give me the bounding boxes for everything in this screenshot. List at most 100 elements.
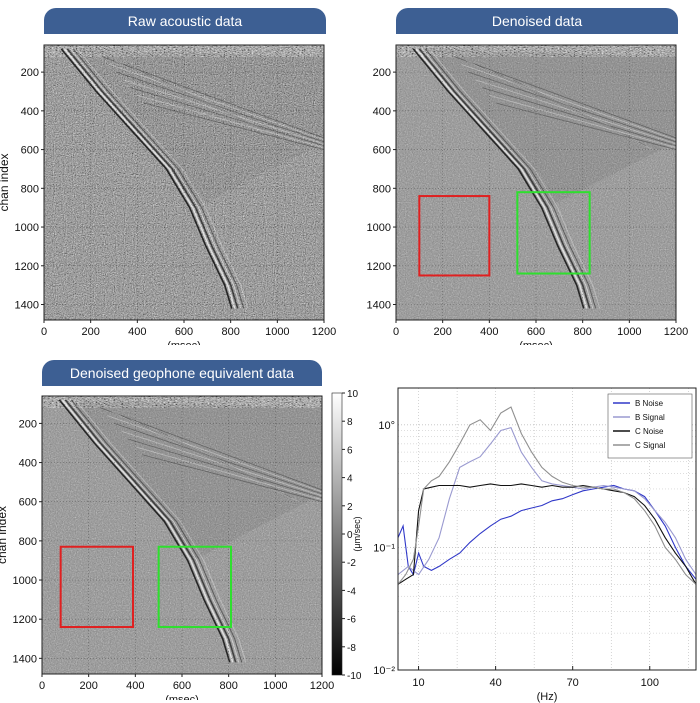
plot-area [42, 396, 322, 674]
reflection-line [135, 446, 322, 501]
x-tick-label: 800 [573, 326, 591, 338]
legend-box [607, 393, 693, 459]
event-wedge [65, 399, 322, 561]
arrival-wavelet [412, 48, 585, 309]
y-tick-label: 400 [19, 458, 37, 470]
colorbar-tick-label: 8 [347, 417, 353, 428]
y-tick-label: 1200 [367, 261, 391, 273]
x-tick-label: 100 [641, 677, 659, 689]
denoised-chart: 0 200 400 600 800 1000 1200 200 400 600 800 1000 120… [367, 44, 688, 345]
arrival-wavelet [58, 399, 231, 663]
x-tick-label: 40 [489, 677, 501, 689]
y-tick-label: 800 [19, 536, 37, 548]
reflection-line [475, 79, 676, 145]
reflection-line [512, 79, 618, 131]
arrival-wavelet [63, 48, 236, 309]
arrival-wavelet [69, 48, 242, 309]
arrival-wavelet [424, 48, 597, 309]
arrival-wavelet [70, 399, 243, 663]
arrival-wavelet [72, 48, 245, 309]
reflection-line [102, 56, 324, 139]
reflection-line [121, 415, 292, 499]
series-line-c-noise [397, 483, 697, 585]
plot-frame [397, 387, 697, 671]
y-tick-label: 400 [373, 106, 391, 118]
x-tick-label: 70 [567, 677, 579, 689]
reflection-line [149, 427, 271, 487]
x-tick-label: 600 [527, 326, 545, 338]
y-tick-label: 1000 [15, 222, 39, 234]
colorbar-tick-label: -10 [347, 671, 362, 682]
y-tick-label: 600 [373, 145, 391, 157]
x-tick-label: 200 [79, 680, 97, 692]
x-tick-label: 1000 [617, 326, 641, 338]
reflection-line [107, 415, 322, 493]
x-tick-label: 0 [41, 326, 47, 338]
reflection-line [111, 411, 299, 503]
panel-title-raw: Raw acoustic data [44, 8, 326, 34]
x-tick-label: 800 [219, 680, 237, 692]
reflection-line [123, 79, 324, 145]
reflection-line [113, 60, 301, 150]
x-tick-label: 400 [480, 326, 498, 338]
reflection-line [493, 71, 632, 139]
x-tick-label: 1000 [265, 326, 289, 338]
y-tick-label: 800 [21, 183, 39, 195]
x-tick-label: 200 [81, 326, 99, 338]
panel-title-denoised: Denoised data [396, 8, 678, 34]
reflection-line [114, 423, 322, 495]
colorbar-tick-label: -2 [347, 558, 356, 569]
highlight-box [157, 545, 233, 629]
reflection-line [169, 83, 259, 127]
highlight-box [516, 191, 591, 275]
raw-acoustic-chart: 0 200 400 600 800 1000 1200 200 400 600 800 1000 120… [0, 44, 336, 345]
plot-area [44, 45, 324, 320]
arrival-wavelet [66, 48, 239, 309]
y-tick-label: 1000 [13, 575, 37, 587]
reflection-line [484, 67, 639, 143]
arrival-wavelet [61, 399, 234, 663]
spectrum-chart: 10 40 70 100 (Hz) 10° 10⁻¹ 10⁻² B Noise B Signal C… [373, 387, 697, 703]
colorbar-tick-label: 4 [347, 474, 353, 485]
legend-label: C Signal [635, 441, 665, 450]
reflection-line [121, 430, 322, 497]
reflection-line [151, 75, 273, 135]
x-axis-label: (msec) [167, 340, 201, 345]
reflection-line [109, 63, 324, 141]
x-tick-label: 1200 [310, 680, 334, 692]
reflection-line [461, 63, 676, 141]
y-tick-label: 200 [21, 67, 39, 79]
x-tick-label: 1200 [312, 326, 336, 338]
y-tick-label: 10° [378, 420, 395, 432]
x-axis-label: (msec) [165, 694, 199, 700]
colorbar-tick-label: 2 [347, 502, 353, 513]
colorbar-tick-label: 6 [347, 445, 353, 456]
y-axis-label: chan index [0, 153, 11, 211]
reflection-line [454, 56, 676, 139]
colorbar-tick-label: -8 [347, 643, 356, 654]
series-line-c-signal [397, 406, 697, 585]
highlight-box [418, 195, 491, 277]
reflection-line [160, 79, 266, 131]
x-tick-label: 600 [173, 680, 191, 692]
reflection-line [141, 71, 280, 139]
legend-label: B Noise [635, 399, 664, 408]
y-tick-label: 400 [21, 106, 39, 118]
y-tick-label: 1200 [13, 614, 37, 626]
reflection-line [142, 454, 322, 503]
event-wedge [67, 48, 324, 208]
arrival-wavelet [67, 399, 240, 663]
arrival-wavelet [60, 48, 233, 309]
x-tick-label: 600 [175, 326, 193, 338]
reflection-line [130, 87, 324, 147]
reflection-line [475, 64, 646, 147]
highlight-box [59, 545, 135, 629]
x-axis-label: (Hz) [537, 691, 558, 703]
reflection-line [465, 60, 653, 150]
reflection-line [521, 83, 611, 127]
y-tick-label: 600 [19, 497, 37, 509]
x-tick-label: 1000 [263, 680, 287, 692]
colorbar-label: (μm/sec) [352, 516, 362, 551]
y-tick-label: 1400 [13, 653, 37, 665]
reflection-line [128, 438, 322, 499]
